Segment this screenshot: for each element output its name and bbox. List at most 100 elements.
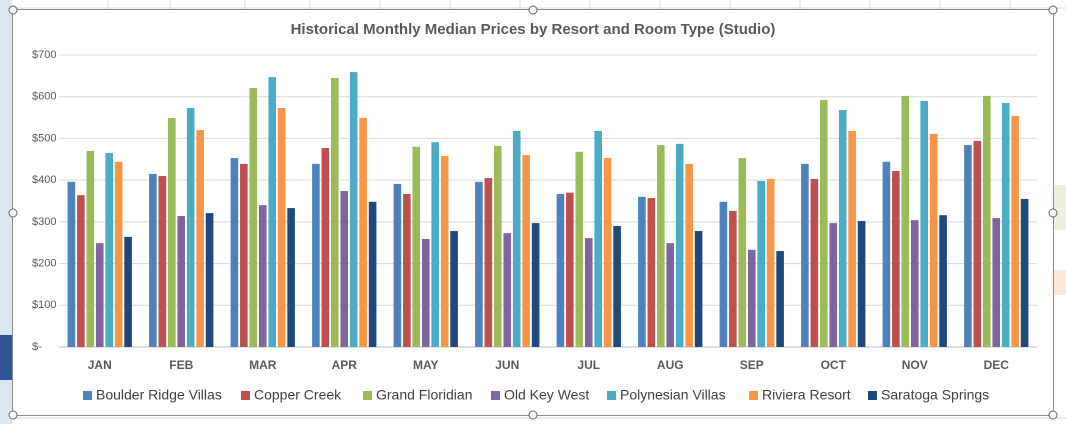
chart-title: Historical Monthly Median Prices by Reso… <box>291 21 776 38</box>
x-tick-label: SEP <box>740 358 764 372</box>
bar <box>929 133 938 347</box>
bar <box>450 231 458 347</box>
bar <box>114 161 123 347</box>
bar <box>685 163 693 347</box>
bar <box>810 178 819 347</box>
bar <box>838 110 847 347</box>
bar <box>719 201 728 347</box>
bar <box>268 77 276 347</box>
bar <box>205 213 214 347</box>
sheet-cell <box>1054 270 1066 295</box>
bar <box>964 145 972 347</box>
legend-label: Saratoga Springs <box>881 387 989 403</box>
bar <box>440 155 449 347</box>
bar <box>776 251 784 347</box>
bar <box>729 211 737 347</box>
bar <box>77 195 85 347</box>
bar <box>403 193 411 347</box>
bar <box>575 151 584 347</box>
x-tick-label: APR <box>332 358 358 372</box>
legend-swatch <box>868 391 877 400</box>
y-tick-label: $500 <box>32 132 56 144</box>
bar <box>522 155 530 347</box>
bar <box>594 130 602 347</box>
bar <box>475 181 483 347</box>
x-tick-label: DEC <box>984 358 1010 372</box>
bar <box>158 175 167 347</box>
x-tick-label: FEB <box>169 358 193 372</box>
bar <box>503 233 512 347</box>
bar <box>556 193 565 347</box>
bar <box>766 178 775 347</box>
bar <box>168 117 176 347</box>
selection-handles <box>8 5 1058 420</box>
bar <box>249 87 258 347</box>
bar <box>312 163 320 347</box>
legend-label: Grand Floridian <box>376 387 473 403</box>
x-tick-label: AUG <box>657 358 684 372</box>
bar <box>484 178 493 347</box>
bar <box>657 145 665 347</box>
bar <box>67 181 76 347</box>
bar <box>86 150 95 347</box>
sheet-column <box>0 0 12 424</box>
bar <box>910 220 919 347</box>
bar <box>287 208 295 347</box>
x-tick-label: NOV <box>902 358 928 372</box>
legend-label: Riviera Resort <box>762 387 851 403</box>
y-tick-label: $700 <box>32 49 56 61</box>
bar <box>321 148 330 347</box>
bar <box>1020 198 1029 347</box>
bar <box>230 158 239 347</box>
bar <box>421 238 430 347</box>
bar <box>829 223 838 347</box>
bar <box>186 107 195 347</box>
bar <box>1011 115 1019 347</box>
bar <box>857 221 866 347</box>
y-tick-label: $400 <box>32 174 56 186</box>
bar <box>638 196 646 347</box>
bar <box>820 100 828 348</box>
chart-frame[interactable] <box>12 9 1054 416</box>
x-tick-label: JUL <box>577 358 600 372</box>
plot: $- $100 $200 $300 $400 $500 $600 $700 JAN FEB MAR A… <box>32 49 1037 403</box>
bar <box>340 190 349 347</box>
bar <box>675 143 684 347</box>
legend-swatch <box>83 391 92 400</box>
bar <box>973 140 982 347</box>
y-tick-label: $600 <box>32 91 56 103</box>
legend-swatch <box>363 391 372 400</box>
bar <box>920 100 928 347</box>
legend-label: Copper Creek <box>254 387 342 403</box>
bar <box>531 223 540 347</box>
bar <box>277 107 286 347</box>
bar <box>105 153 113 347</box>
y-tick-label: $100 <box>32 299 56 311</box>
bar <box>747 249 756 347</box>
bar <box>177 216 186 347</box>
x-tick-label: MAR <box>249 358 277 372</box>
sheet-cell <box>1054 185 1066 230</box>
x-tick-label: JAN <box>88 358 112 372</box>
bar <box>95 243 104 347</box>
bar <box>240 163 248 347</box>
bar <box>494 145 502 347</box>
bar <box>393 183 402 347</box>
bar <box>124 236 132 347</box>
legend-swatch <box>241 391 250 400</box>
bar <box>368 201 377 347</box>
bar <box>431 142 439 347</box>
bar <box>359 117 367 347</box>
bar <box>738 158 747 347</box>
bar <box>1001 102 1010 347</box>
sheet-cell <box>0 335 12 380</box>
legend-swatch <box>749 391 758 400</box>
bar <box>412 146 421 347</box>
bar <box>694 231 703 347</box>
x-tick-label: JUN <box>495 358 519 372</box>
bar <box>892 170 900 347</box>
bar <box>992 218 1001 347</box>
y-tick-label: $200 <box>32 257 56 269</box>
